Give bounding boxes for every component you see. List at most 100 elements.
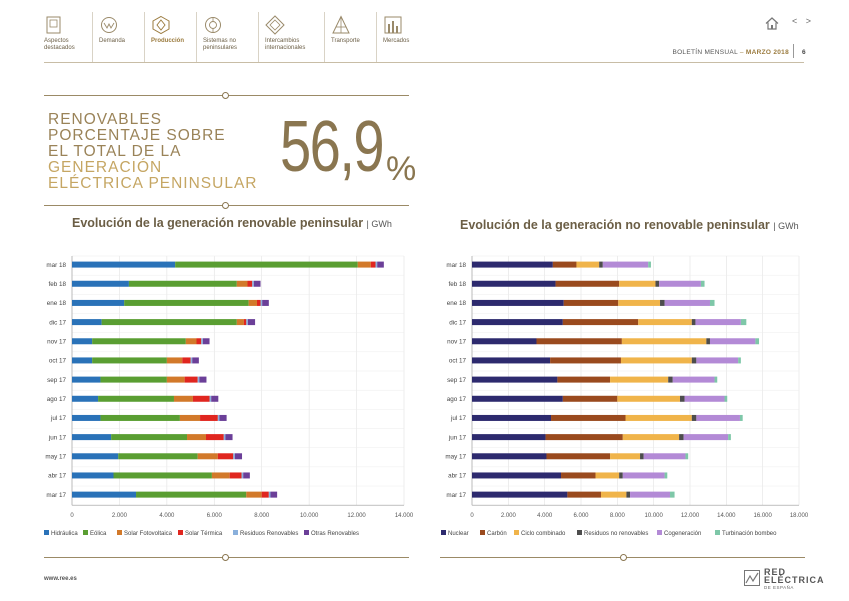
legend-swatch: [577, 530, 582, 535]
x-tick-label: 8.000: [610, 513, 626, 519]
footer-url[interactable]: www.ree.es: [44, 576, 77, 582]
legend-swatch: [441, 530, 446, 535]
bar-segment: [552, 261, 577, 268]
hero-line-4: ELÉCTRICA PENINSULAR: [48, 175, 258, 192]
chart-title-text: Evolución de la generación renovable pen…: [72, 216, 364, 230]
bar-segment: [236, 319, 244, 326]
bar-segment: [234, 453, 243, 460]
x-tick-label: 6.000: [573, 513, 589, 519]
x-tick-label: 16.000: [753, 513, 772, 519]
chart-unit: GWh: [778, 221, 799, 231]
bar-segment: [619, 280, 656, 287]
bar-segment: [200, 414, 218, 421]
bar-segment: [472, 280, 556, 287]
nav-item-sistemas-no-peninsulares[interactable]: Sistemas no peninsulares: [196, 12, 258, 62]
bar-segment: [236, 280, 248, 287]
bar-segment: [472, 395, 563, 402]
demand-icon: [101, 17, 117, 33]
hero-title: RENOVABLES PORCENTAJE SOBRE EL TOTAL DE …: [48, 112, 278, 192]
bar-segment: [173, 395, 193, 402]
bar-segment: [72, 338, 93, 345]
bar-segment: [248, 299, 257, 306]
bar-segment: [72, 491, 137, 498]
category-label: oct 17: [49, 358, 67, 365]
legend-label: Residuos no renovables: [584, 531, 648, 537]
bar-segment: [72, 376, 101, 383]
bar-segment: [72, 319, 102, 326]
production-icon: [152, 15, 170, 35]
nav-item-demanda[interactable]: Demanda: [92, 12, 144, 62]
bar-segment: [375, 261, 378, 268]
bar-segment: [128, 280, 237, 287]
legend-label: Eólica: [90, 531, 107, 537]
bar-segment: [630, 491, 671, 498]
header-rule: [44, 62, 804, 63]
hero-unit: %: [386, 150, 417, 188]
nav-item-intercambios-internacionales[interactable]: Intercambios internacionales: [258, 12, 324, 62]
bar-segment: [714, 376, 718, 383]
bar-segment: [197, 376, 200, 383]
nav-label: Sistemas no peninsulares: [203, 38, 238, 51]
bar-segment: [619, 472, 623, 479]
category-label: dic 17: [49, 319, 66, 326]
bar-segment: [664, 299, 710, 306]
category-label: nov 17: [447, 338, 466, 345]
x-tick-label: 14.000: [395, 513, 414, 519]
home-icon[interactable]: [765, 17, 779, 30]
nav-item-produccion[interactable]: Producción: [144, 12, 196, 62]
bar-segment: [696, 414, 740, 421]
bar-segment: [472, 376, 558, 383]
bar-segment: [241, 472, 244, 479]
bar-segment: [72, 261, 176, 268]
category-label: abr 17: [48, 473, 66, 480]
bar-segment: [567, 491, 601, 498]
legend-swatch: [44, 530, 49, 535]
legend-label: Hidráulica: [51, 531, 78, 537]
category-label: nov 17: [47, 338, 66, 345]
legend-label: Solar Fotovoltaica: [124, 531, 173, 537]
bar-segment: [211, 472, 230, 479]
page-arrows[interactable]: < >: [792, 16, 815, 26]
bottom-knob-right: [620, 554, 627, 561]
bar-segment: [268, 491, 271, 498]
x-tick-label: 0: [470, 513, 474, 519]
bar-segment: [72, 357, 93, 364]
bar-segment: [192, 395, 210, 402]
legend-label: Ciclo combinado: [521, 531, 566, 537]
nav-item-mercados[interactable]: Mercados: [376, 12, 428, 62]
bar-segment: [270, 491, 278, 498]
bar-segment: [72, 395, 99, 402]
nav-item-aspectos-destacados[interactable]: Aspectos destacados: [40, 12, 92, 62]
bar-segment: [622, 472, 665, 479]
bar-segment: [472, 414, 552, 421]
nav-item-transporte[interactable]: Transporte: [324, 12, 376, 62]
bar-segment: [197, 453, 218, 460]
bar-segment: [659, 280, 701, 287]
bar-segment: [610, 376, 669, 383]
bar-segment: [179, 414, 201, 421]
bar-segment: [691, 414, 697, 421]
bulletin-month: MARZO 2018: [745, 49, 789, 56]
bar-segment: [111, 434, 188, 441]
legend-swatch: [480, 530, 485, 535]
bar-segment: [229, 472, 242, 479]
hero-line-3b: GENERACIÓN: [48, 159, 163, 176]
logo-main: RED ELÉCTRICA: [764, 567, 825, 585]
bar-segment: [622, 434, 680, 441]
x-tick-label: 4.000: [537, 513, 553, 519]
x-tick-label: 10.000: [644, 513, 663, 519]
x-tick-label: 2.000: [501, 513, 517, 519]
bar-segment: [680, 395, 685, 402]
bar-segment: [72, 472, 114, 479]
category-label: mar 17: [46, 492, 66, 499]
bar-segment: [546, 453, 611, 460]
bar-segment: [625, 414, 692, 421]
bar-segment: [563, 299, 619, 306]
bar-segment: [72, 414, 101, 421]
category-label: abr 17: [448, 473, 466, 480]
nav-label: Demanda: [99, 38, 126, 44]
bar-segment: [217, 414, 220, 421]
bar-segment: [660, 299, 665, 306]
bar-segment: [738, 357, 741, 364]
bar-segment: [706, 338, 710, 345]
